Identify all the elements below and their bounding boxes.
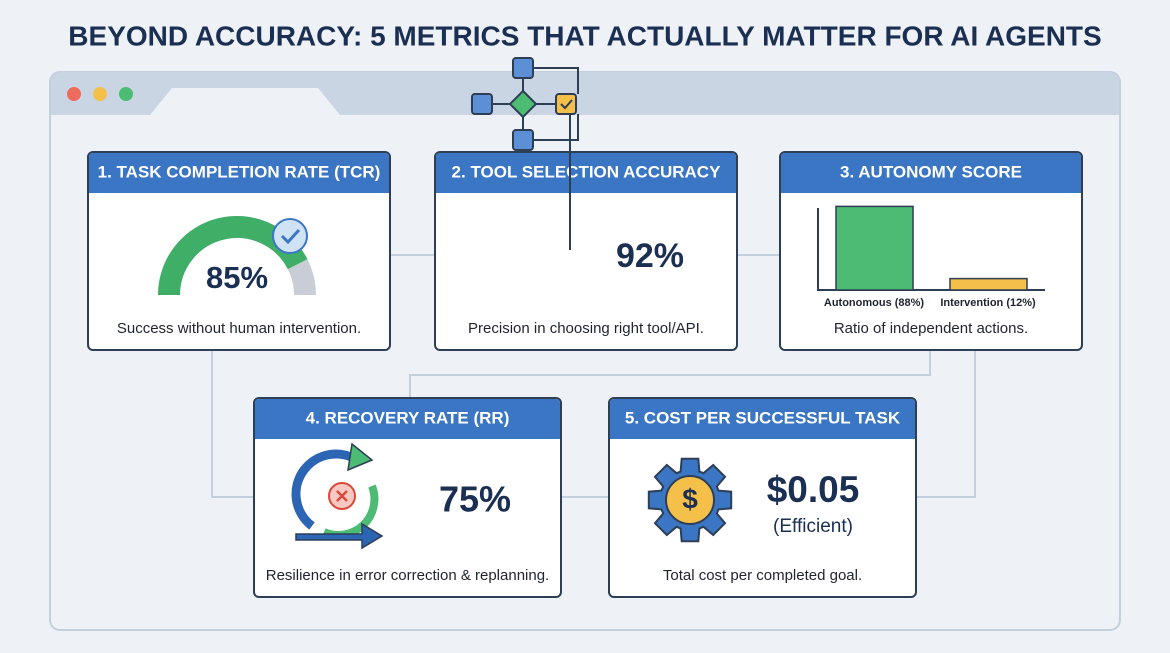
metric-value: 85%	[206, 260, 268, 295]
card-heading: 1. TASK COMPLETION RATE (TCR)	[98, 162, 381, 181]
icon	[471, 93, 493, 115]
card-description: Success without human intervention.	[117, 320, 361, 337]
icon	[560, 99, 573, 110]
metric-value: 92%	[616, 237, 684, 275]
card-header	[89, 153, 389, 193]
icon	[295, 522, 384, 550]
cards: 1. TASK COMPLETION RATE (TCR) Success wit…	[87, 57, 1083, 598]
icon	[512, 57, 534, 79]
icon	[347, 442, 374, 472]
icon	[555, 93, 577, 115]
card	[87, 151, 391, 351]
card-heading: 5. COST PER SUCCESSFUL TASK	[625, 408, 901, 427]
bar-label: Intervention (12%)	[940, 297, 1036, 309]
bar-label: Autonomous (88%)	[824, 297, 925, 309]
card-heading: 4. RECOVERY RATE (RR)	[306, 408, 510, 427]
card-description: Ratio of independent actions.	[834, 320, 1028, 337]
metric-note: (Efficient)	[773, 516, 853, 537]
card	[779, 151, 1083, 351]
card	[608, 397, 917, 598]
card-header	[781, 153, 1081, 193]
card-description: Total cost per completed goal.	[663, 567, 862, 584]
bar	[835, 205, 914, 291]
icon	[280, 228, 301, 245]
icon	[291, 449, 363, 530]
icon	[336, 490, 348, 502]
metric-value: $0.05	[767, 469, 860, 510]
card-header	[255, 399, 560, 439]
card	[434, 151, 738, 351]
connectors	[211, 254, 976, 498]
card-description: Precision in choosing right tool/API.	[468, 320, 704, 337]
title: BEYOND ACCURACY: 5 METRICS THAT ACTUALLY…	[68, 20, 1101, 51]
icon	[522, 67, 579, 141]
icon: $	[682, 483, 698, 514]
check-badge	[272, 218, 308, 254]
card	[253, 397, 562, 598]
card-description: Resilience in error correction & replann…	[266, 567, 549, 584]
card-header	[610, 399, 915, 439]
card-heading: 2. TOOL SELECTION ACCURACY	[452, 162, 722, 181]
icon	[665, 475, 715, 525]
bar	[949, 277, 1028, 291]
card-heading: 3. AUTONOMY SCORE	[840, 162, 1022, 181]
card-header	[436, 153, 736, 193]
icon	[512, 129, 534, 151]
metric-value: 75%	[439, 479, 511, 520]
